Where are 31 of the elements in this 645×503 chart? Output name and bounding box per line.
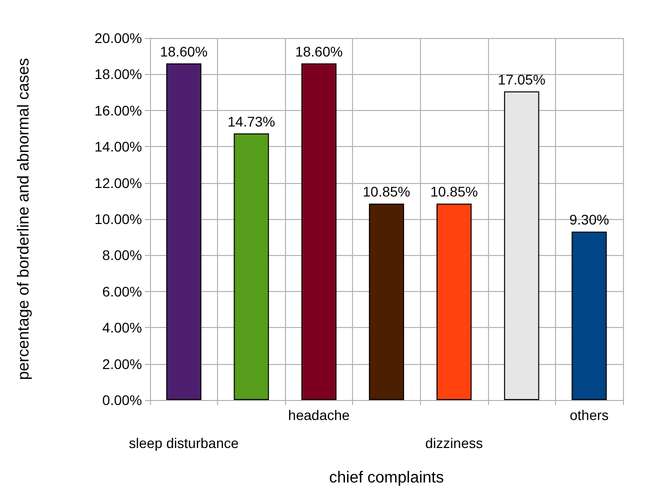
bar: [572, 232, 607, 400]
data-label: 18.60%: [295, 43, 343, 60]
y-tick-label: 0.00%: [102, 392, 142, 408]
x-tick-label: others: [570, 407, 609, 423]
bar: [234, 133, 269, 400]
y-tick-label: 8.00%: [102, 247, 142, 264]
y-tick-label: 16.00%: [94, 102, 142, 118]
y-tick-label: 10.00%: [94, 211, 142, 227]
x-axis-title: chief complaints: [329, 470, 444, 486]
bar: [166, 63, 202, 400]
y-axis-title: percentage of borderline and abnormal cases: [16, 58, 32, 380]
data-label: 14.73%: [228, 113, 276, 130]
data-label: 17.05%: [498, 71, 546, 88]
data-label: 9.30%: [569, 212, 610, 228]
y-tick-label: 2.00%: [102, 356, 142, 372]
x-tick-label: sleep disturbance: [128, 435, 239, 451]
bar: [301, 63, 336, 400]
data-label: 10.85%: [430, 184, 478, 200]
x-tick-label: dizziness: [425, 435, 483, 451]
bar: [504, 91, 540, 400]
y-tick-label: 18.00%: [94, 66, 142, 82]
y-tick-label: 6.00%: [102, 283, 142, 300]
bar: [368, 204, 404, 400]
data-label: 18.60%: [160, 43, 208, 60]
x-tick-label: headache: [288, 407, 350, 423]
data-label: 10.85%: [362, 184, 410, 200]
y-tick-label: 12.00%: [94, 174, 142, 191]
y-tick-label: 4.00%: [102, 320, 142, 336]
y-tick-label: 14.00%: [94, 138, 142, 155]
bar: [436, 204, 472, 400]
y-tick-label: 20.00%: [94, 30, 142, 46]
